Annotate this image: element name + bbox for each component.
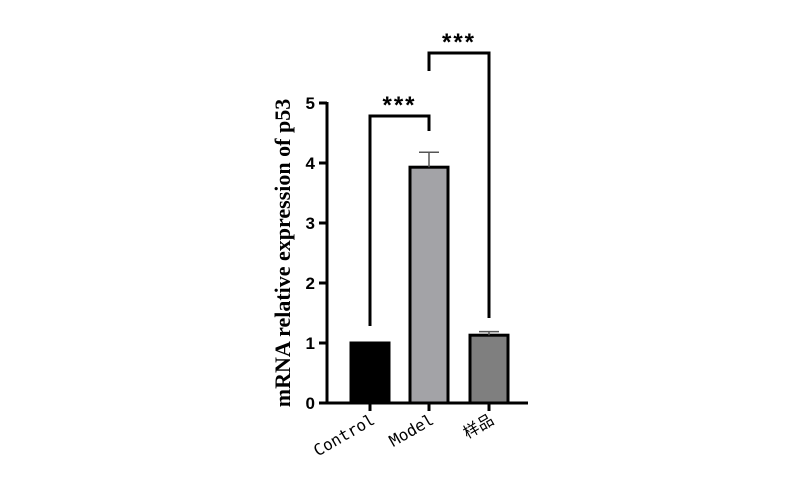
x-tick-label: Control bbox=[310, 410, 378, 460]
significance-label: *** bbox=[442, 29, 476, 56]
y-tick-label: 1 bbox=[306, 334, 315, 353]
significance-bracket bbox=[368, 114, 431, 326]
x-tick-labels: Control Model 样品 bbox=[310, 410, 497, 460]
x-tick-label: Model bbox=[386, 410, 437, 451]
bars bbox=[349, 151, 510, 405]
y-tick-label: 0 bbox=[306, 394, 315, 413]
y-tick-label: 3 bbox=[306, 214, 315, 233]
y-tick-labels: 0 1 2 3 4 5 bbox=[306, 94, 316, 413]
y-tick-label: 5 bbox=[306, 94, 315, 113]
significance-label: *** bbox=[382, 92, 416, 119]
bar bbox=[468, 333, 510, 405]
x-tick-label: 样品 bbox=[460, 410, 497, 442]
bar bbox=[408, 165, 450, 405]
significance-brackets: *** *** bbox=[368, 29, 491, 326]
y-axis-label: mRNA relative expression of p53 bbox=[270, 99, 295, 407]
bar bbox=[349, 341, 391, 405]
y-tick-label: 2 bbox=[306, 274, 315, 293]
y-tick-label: 4 bbox=[306, 154, 316, 173]
significance-bracket bbox=[427, 51, 491, 318]
